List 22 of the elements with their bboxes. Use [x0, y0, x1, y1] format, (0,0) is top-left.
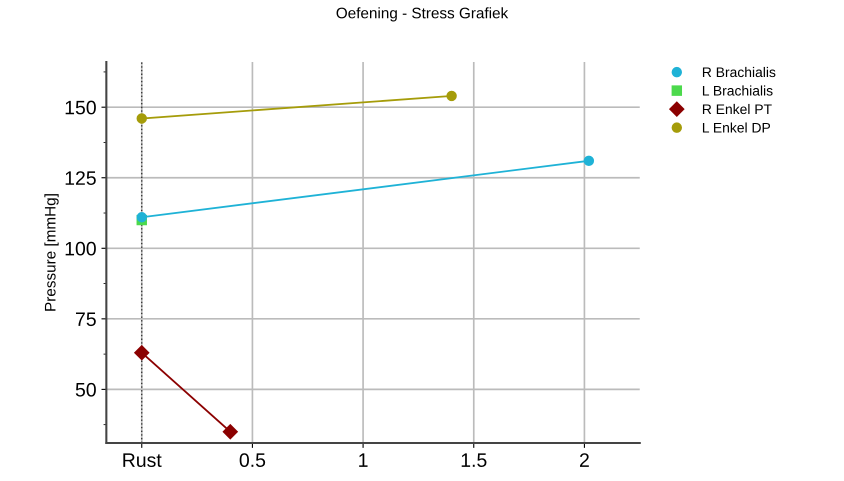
legend-label: L Enkel DP [702, 122, 770, 133]
y-axis-title: Pressure [mmHg] [44, 194, 59, 311]
legend-label: R Enkel PT [702, 104, 772, 114]
x-tick-label: 2 [580, 453, 589, 467]
chart-title: Oefening - Stress Grafiek [336, 7, 508, 22]
x-tick-label: 0.5 [240, 453, 266, 468]
x-tick-label: Rust [123, 453, 162, 468]
point [136, 212, 147, 222]
point [446, 90, 457, 102]
y-tick-label: 100 [66, 242, 96, 256]
x-tick-label: 1.5 [462, 453, 486, 468]
y-tick-label: 75 [76, 312, 96, 326]
y-tick-label: 150 [66, 100, 96, 114]
legend-label: L Brachialis [702, 85, 773, 96]
x-tick-label: 1 [359, 453, 368, 467]
point [136, 113, 147, 124]
y-tick-label: 125 [66, 171, 96, 185]
point [584, 156, 594, 166]
point [222, 424, 238, 440]
y-tick-label: 50 [76, 382, 96, 397]
point [134, 345, 150, 360]
legend-label: R Brachialis [702, 66, 776, 78]
